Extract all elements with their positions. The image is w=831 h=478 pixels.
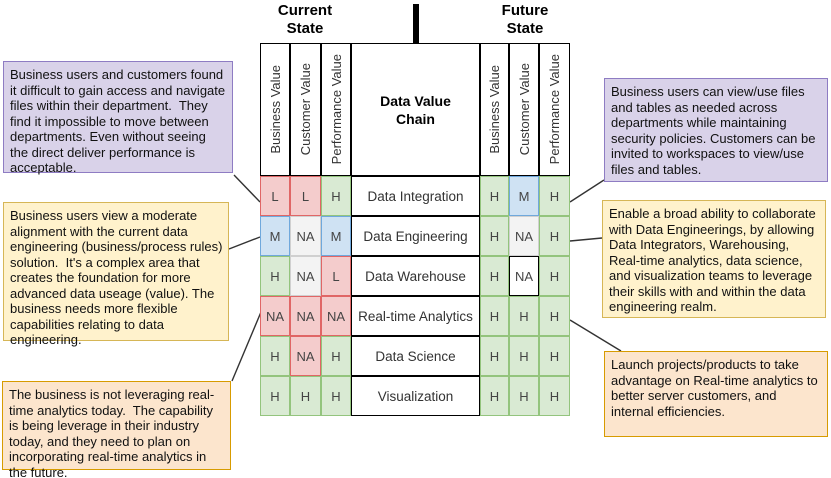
column-header-current-2: Performance Value xyxy=(321,43,351,176)
row-label: Visualization xyxy=(351,376,480,416)
column-header-current-label: Business Value xyxy=(267,65,283,154)
center-header-line2: Chain xyxy=(396,110,435,127)
value-cell-current: M xyxy=(321,216,351,256)
value-cell-future: H xyxy=(480,176,509,216)
value-cell-future: H xyxy=(539,376,570,416)
callout-future-realtime-analytics: Launch projects/products to take advanta… xyxy=(604,351,828,437)
connector-line-0 xyxy=(233,174,261,203)
value-cell-current: L xyxy=(260,176,290,216)
row-label: Data Warehouse xyxy=(351,256,480,296)
column-header-current-label: Performance Value xyxy=(328,54,344,165)
value-cell-current: NA xyxy=(321,296,351,336)
value-cell-current: H xyxy=(260,256,290,296)
value-cell-current: H xyxy=(260,376,290,416)
value-cell-current: H xyxy=(260,336,290,376)
value-cell-current: NA xyxy=(260,296,290,336)
value-cell-current: H xyxy=(290,376,321,416)
future-state-title: Future State xyxy=(460,2,590,38)
data-value-chain-matrix: Business Value Customer Value Performance … xyxy=(260,43,570,416)
callout-current-data-integration: Business users and customers found it di… xyxy=(3,61,233,175)
connector-line-4 xyxy=(569,237,603,242)
connector-line-2 xyxy=(231,311,262,382)
value-cell-future: H xyxy=(539,336,570,376)
value-cell-future: H xyxy=(480,296,509,336)
value-cell-future: H xyxy=(539,296,570,336)
value-cell-future: H xyxy=(539,176,570,216)
column-header-future-2: Performance Value xyxy=(539,43,570,176)
callout-future-data-engineering: Enable a broad ability to collaborate wi… xyxy=(602,200,826,318)
column-header-current-label: Customer Value xyxy=(298,63,313,156)
value-cell-current: M xyxy=(260,216,290,256)
value-cell-current: H xyxy=(321,336,351,376)
row-label: Data Integration xyxy=(351,176,480,216)
column-header-future-label: Performance Value xyxy=(547,54,562,165)
column-header-future-label: Business Value xyxy=(487,65,502,154)
row-label: Data Science xyxy=(351,336,480,376)
value-cell-future: H xyxy=(480,336,509,376)
future-state-line2: State xyxy=(506,20,544,37)
column-header-current-0: Business Value xyxy=(260,43,290,176)
current-state-title: Current State xyxy=(240,2,370,38)
center-header-line1: Data Value xyxy=(380,92,451,109)
value-cell-future: H xyxy=(480,256,509,296)
callout-current-realtime-analytics: The business is not leveraging real-time… xyxy=(2,381,231,478)
column-header-future-0: Business Value xyxy=(480,43,509,176)
connector-line-5 xyxy=(569,319,622,352)
value-cell-future: H xyxy=(509,296,539,336)
connector-line-3 xyxy=(569,179,605,203)
value-cell-current: NA xyxy=(290,256,321,296)
value-cell-future: H xyxy=(509,336,539,376)
value-cell-future: NA xyxy=(509,216,539,256)
row-label: Data Engineering xyxy=(351,216,480,256)
column-header-future-1: Customer Value xyxy=(509,43,539,176)
value-cell-current: L xyxy=(290,176,321,216)
current-state-line2: State xyxy=(286,20,324,37)
value-cell-current: L xyxy=(321,256,351,296)
center-column-header: Data Value Chain xyxy=(351,43,480,176)
callout-current-data-engineering: Business users view a moderate alignment… xyxy=(3,202,229,347)
value-cell-future: H xyxy=(509,376,539,416)
value-cell-current: NA xyxy=(290,216,321,256)
value-cell-future: M xyxy=(509,176,539,216)
value-cell-future: H xyxy=(480,216,509,256)
value-cell-current: H xyxy=(321,176,351,216)
value-cell-future: NA xyxy=(509,256,539,296)
current-state-line1: Current xyxy=(277,2,333,19)
column-header-current-1: Customer Value xyxy=(290,43,321,176)
connector-line-1 xyxy=(228,236,261,250)
value-cell-future: H xyxy=(539,256,570,296)
value-cell-current: NA xyxy=(290,336,321,376)
value-cell-future: H xyxy=(539,216,570,256)
value-cell-current: H xyxy=(321,376,351,416)
value-cell-current: NA xyxy=(290,296,321,336)
future-state-line1: Future xyxy=(501,2,549,19)
value-cell-future: H xyxy=(480,376,509,416)
divider-bar xyxy=(413,4,419,43)
callout-future-data-integration: Business users can view/use files and ta… xyxy=(604,78,828,182)
row-label: Real-time Analytics xyxy=(351,296,480,336)
column-header-future-label: Customer Value xyxy=(516,63,532,156)
